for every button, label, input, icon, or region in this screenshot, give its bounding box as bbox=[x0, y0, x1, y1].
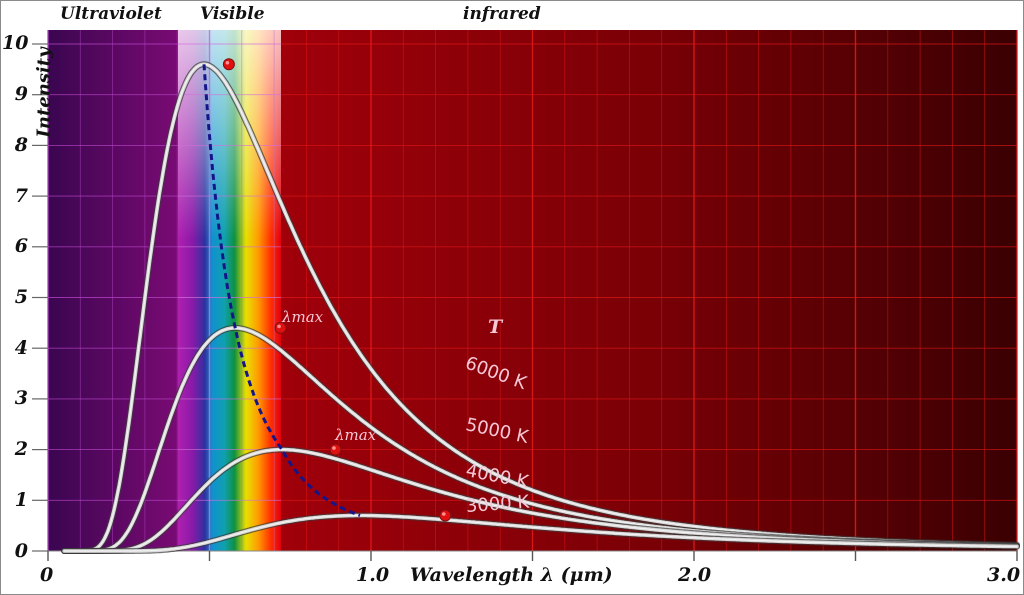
lambda-max-label-2: λmax bbox=[335, 426, 377, 444]
y-tick-3: 3 bbox=[14, 387, 28, 409]
y-tick-1: 1 bbox=[14, 489, 28, 511]
x-tick-3: 3.0 bbox=[987, 564, 1021, 586]
x-tick-0: 0 bbox=[40, 564, 54, 586]
region-label-ultraviolet: Ultraviolet bbox=[60, 4, 162, 24]
y-tick-10: 10 bbox=[2, 32, 29, 54]
y-tick-7: 7 bbox=[14, 185, 28, 207]
y-tick-0: 0 bbox=[14, 540, 28, 562]
x-tick-1: 1.0 bbox=[356, 564, 390, 586]
lambda-max-label-1: λmax bbox=[282, 308, 324, 326]
x-axis-label: Wavelength λ (μm) bbox=[410, 564, 613, 586]
region-label-infrared: infrared bbox=[463, 4, 541, 24]
y-axis-label: Intensity bbox=[33, 47, 55, 138]
peak-markers bbox=[222, 58, 452, 522]
wien-displacement-line bbox=[202, 64, 361, 517]
region-label-visible: Visible bbox=[200, 4, 265, 24]
y-tick-5: 5 bbox=[14, 286, 28, 308]
x-tick-2: 2.0 bbox=[678, 564, 712, 586]
axes-ticks bbox=[32, 43, 1018, 561]
y-tick-2: 2 bbox=[14, 438, 28, 460]
visible-band-fade bbox=[178, 30, 281, 551]
y-tick-6: 6 bbox=[14, 235, 28, 257]
y-tick-4: 4 bbox=[14, 337, 28, 359]
temperature-header: T bbox=[488, 316, 503, 338]
y-tick-8: 8 bbox=[14, 134, 28, 156]
y-tick-9: 9 bbox=[14, 83, 28, 105]
infrared-band bbox=[281, 30, 1017, 551]
curve-label-3000k: 3000 K bbox=[465, 491, 530, 517]
curves bbox=[61, 61, 1020, 554]
